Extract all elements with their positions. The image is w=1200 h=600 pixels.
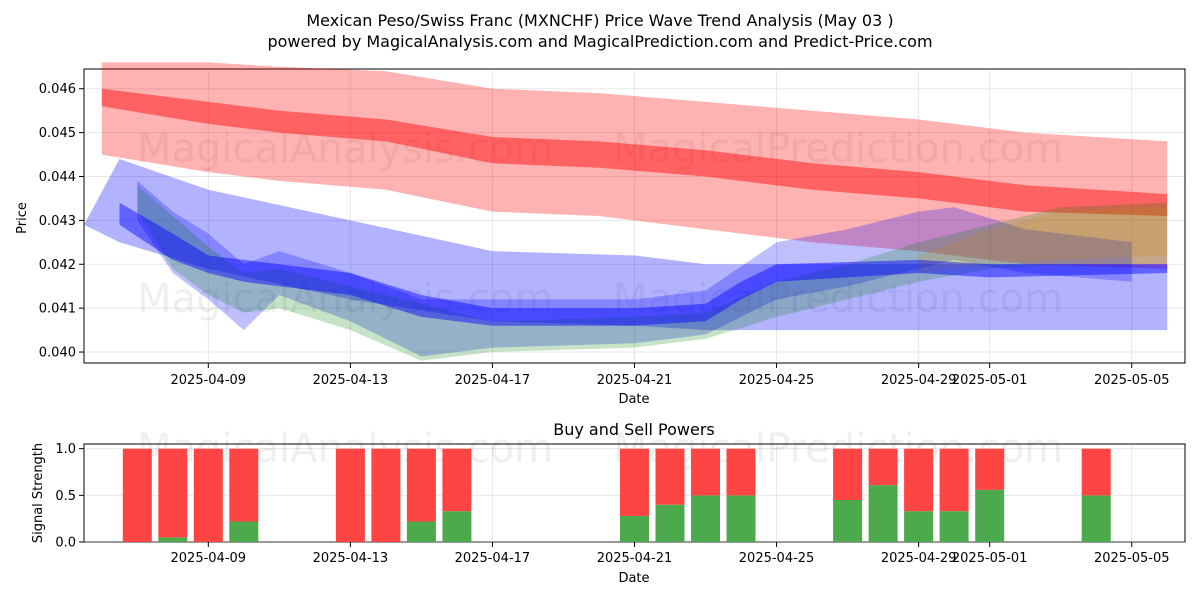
buy-sell-panel: Buy and Sell Powers MagicalAnalysis.com … xyxy=(31,420,1186,586)
sell-bar xyxy=(371,448,401,542)
sell-bar xyxy=(122,448,152,542)
price-x-ticks: 2025-04-09 2025-04-13 2025-04-17 2025-04-21… xyxy=(171,363,1170,388)
sell-bar xyxy=(726,448,756,496)
price-y-axis-label: Price xyxy=(15,202,30,234)
buy-bar xyxy=(229,521,259,542)
red-trend-line xyxy=(101,88,1168,216)
x-tick-label: 2025-04-21 xyxy=(597,373,673,388)
buy-bar xyxy=(158,537,188,542)
sell-bar xyxy=(229,448,259,522)
sell-bar xyxy=(1081,448,1111,496)
price-grid xyxy=(84,69,1185,363)
watermark-text: MagicalPrediction.com xyxy=(613,126,1063,172)
buy-bar xyxy=(904,511,934,542)
watermark-text: MagicalAnalysis.com xyxy=(137,276,553,322)
sell-bar xyxy=(868,448,898,486)
y-tick-label: 0.045 xyxy=(39,126,76,141)
price-watermarks: MagicalAnalysis.com MagicalPrediction.co… xyxy=(137,126,1063,322)
sell-bar xyxy=(406,448,436,522)
buy-bar xyxy=(406,521,436,542)
y-tick-label: 0.5 xyxy=(55,489,76,504)
sell-bar xyxy=(904,448,934,512)
x-tick-label: 2025-04-25 xyxy=(739,373,815,388)
sell-bar xyxy=(335,448,365,542)
watermark-text: MagicalPrediction.com xyxy=(613,276,1063,322)
x-tick-label: 2025-04-09 xyxy=(171,373,247,388)
x-tick-label: 2025-04-21 xyxy=(597,551,673,566)
watermark-text: MagicalAnalysis.com xyxy=(137,126,553,172)
orange-wave-bundle xyxy=(918,207,1168,273)
chart-title: Mexican Peso/Swiss Franc (MXNCHF) Price … xyxy=(306,11,893,30)
x-tick-label: 2025-04-13 xyxy=(313,373,389,388)
buy-sell-y-axis-label: Signal Strength xyxy=(31,443,46,543)
buy-bar xyxy=(868,485,898,542)
buy-bar xyxy=(975,489,1005,542)
buy-bar xyxy=(620,515,649,542)
sell-bar xyxy=(691,448,720,496)
x-tick-label: 2025-04-13 xyxy=(313,551,389,566)
blue-trend-band-wide xyxy=(84,159,1168,331)
buy-bar xyxy=(939,511,969,542)
x-tick-label: 2025-05-01 xyxy=(952,551,1028,566)
y-tick-label: 0.043 xyxy=(39,214,76,229)
y-tick-label: 0.046 xyxy=(39,82,76,97)
red-trend-band-wide xyxy=(101,62,1168,269)
buy-bar xyxy=(833,500,863,542)
buy-sell-bars xyxy=(122,448,1111,542)
x-tick-label: 2025-04-17 xyxy=(455,551,531,566)
buy-bar xyxy=(691,495,720,542)
x-tick-label: 2025-05-05 xyxy=(1094,373,1170,388)
sell-bar xyxy=(833,448,863,500)
x-tick-label: 2025-04-09 xyxy=(171,551,247,566)
buy-bar xyxy=(655,504,685,542)
sell-bar xyxy=(193,448,223,542)
sell-bar xyxy=(620,448,649,516)
sell-bar xyxy=(939,448,969,512)
x-tick-label: 2025-04-29 xyxy=(881,551,957,566)
x-tick-label: 2025-04-17 xyxy=(455,373,531,388)
blue-median-line xyxy=(119,202,1168,326)
buy-sell-title: Buy and Sell Powers xyxy=(553,420,715,439)
buy-bar xyxy=(1081,495,1111,542)
buy-sell-x-axis-label: Date xyxy=(618,571,649,586)
sell-bar xyxy=(655,448,685,505)
y-tick-label: 0.040 xyxy=(39,346,76,361)
blue-wave-bundle xyxy=(137,180,1132,357)
sell-bar xyxy=(442,448,472,512)
sell-bar xyxy=(158,448,188,538)
buy-bar xyxy=(442,511,472,542)
green-wave-bundle xyxy=(137,185,1168,361)
chart-subtitle: powered by MagicalAnalysis.com and Magic… xyxy=(267,32,932,51)
y-tick-label: 0.044 xyxy=(39,170,76,185)
price-y-ticks: 0.040 0.041 0.042 0.043 0.044 0.045 0.046 xyxy=(39,82,84,361)
price-wave-panel: MagicalAnalysis.com MagicalPrediction.co… xyxy=(15,62,1186,407)
y-tick-label: 0.041 xyxy=(39,302,76,317)
x-tick-label: 2025-04-29 xyxy=(881,373,957,388)
buy-sell-y-ticks: 0.0 0.5 1.0 xyxy=(55,442,84,551)
price-series xyxy=(84,62,1168,361)
buy-bar xyxy=(726,495,756,542)
x-tick-label: 2025-05-05 xyxy=(1094,551,1170,566)
y-tick-label: 0.0 xyxy=(55,536,76,551)
price-x-axis-label: Date xyxy=(618,392,649,407)
buy-sell-x-ticks: 2025-04-09 2025-04-13 2025-04-17 2025-04-21… xyxy=(171,542,1170,566)
x-tick-label: 2025-04-25 xyxy=(739,551,815,566)
y-tick-label: 1.0 xyxy=(55,442,76,457)
y-tick-label: 0.042 xyxy=(39,258,76,273)
x-tick-label: 2025-05-01 xyxy=(952,373,1028,388)
sell-bar xyxy=(975,448,1005,490)
